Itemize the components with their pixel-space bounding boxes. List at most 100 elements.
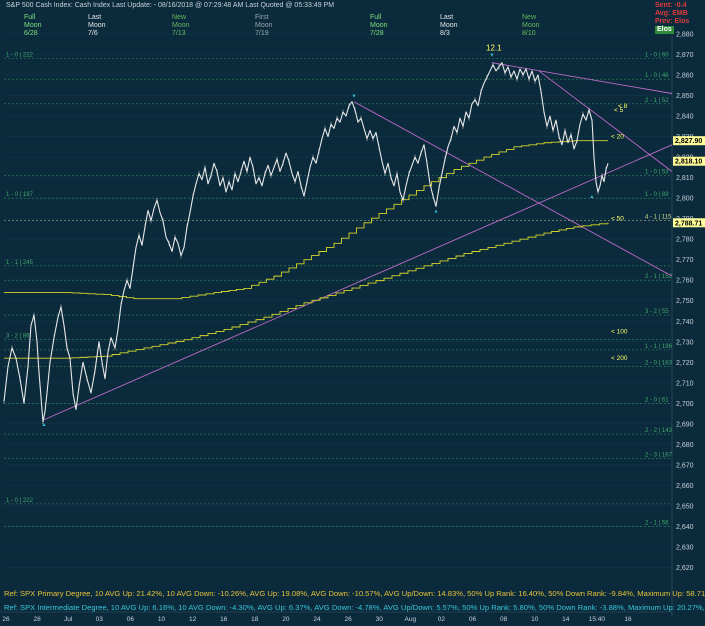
level-label-left: 1 - 1 | 245 [6, 260, 34, 266]
level-label-right: 3 - 2 | 55 [645, 309, 669, 315]
moon-phase-label: 8/3 [440, 30, 450, 37]
y-tick-label: 2,800 [676, 196, 694, 203]
level-label-left: 1 - 0 | 222 [6, 53, 34, 59]
pivot-marker: ▲ [42, 422, 47, 428]
level-label-right: 2 - 0 | 163 [645, 360, 673, 366]
level-label-left: 1 - 0 | 222 [6, 498, 34, 504]
sentiment-label: Avg: EMB [655, 10, 688, 17]
level-label-right: 1 - 0 | 60 [645, 53, 669, 59]
pivot-marker: ▼ [490, 53, 495, 59]
trend-line [353, 101, 673, 277]
y-tick-label: 2,640 [676, 524, 694, 531]
x-tick-label: 06 [469, 616, 477, 623]
y-tick-label: 2,740 [676, 319, 694, 326]
moon-phase-label: Full [370, 14, 382, 21]
moon-phase-label: First [255, 14, 269, 21]
moon-phase-label: Moon [88, 22, 106, 29]
moon-phase-label: 7/6 [88, 30, 98, 37]
x-tick-label: 18 [251, 616, 259, 623]
level-label-right: 1 - 1 | 196 [645, 344, 673, 350]
price-box-label: 2,788.71 [675, 220, 702, 227]
moon-phase-label: Last [440, 14, 454, 21]
x-tick-label: 02 [438, 616, 446, 623]
y-tick-label: 2,660 [676, 483, 694, 490]
y-tick-label: 2,650 [676, 503, 694, 510]
level-label-right: 2 - 1 | 152 [645, 274, 673, 280]
y-tick-label: 2,620 [676, 565, 694, 572]
level-label-right: 2 - 1 | 56 [645, 520, 669, 526]
x-tick-label: 15:40 [589, 616, 606, 623]
y-tick-label: 2,860 [676, 73, 694, 80]
x-tick-label: 16 [624, 616, 632, 623]
level-label-right: 2 - 3 | 167 [645, 453, 673, 459]
level-label-left: 3 - 2 | 86 [6, 334, 30, 340]
chart-annotation: < 20 [611, 134, 624, 141]
level-label-right: 4 - 1 | 115 [645, 215, 672, 221]
y-tick-label: 2,710 [676, 380, 694, 387]
y-tick-label: 2,880 [676, 32, 694, 39]
x-tick-label: 28 [33, 616, 41, 623]
trend-line [43, 144, 673, 421]
x-tick-label: 06 [127, 616, 135, 623]
price-box [673, 156, 705, 166]
x-tick-label: 24 [313, 616, 321, 623]
level-label-right: 1 - 0 | 89 [645, 192, 669, 198]
chart-annotation: < 8 [618, 103, 628, 110]
x-tick-label: 16 [220, 616, 228, 623]
y-tick-label: 2,850 [676, 93, 694, 100]
level-label-right: 1 - 0 | 53 [645, 170, 669, 176]
x-tick-label: 10 [158, 616, 166, 623]
moon-phase-label: 6/28 [24, 30, 38, 37]
price-box [673, 136, 705, 146]
x-tick-label: 30 [376, 616, 384, 623]
level-label-right: 2 - 2 | 143 [645, 428, 673, 434]
y-tick-label: 2,760 [676, 278, 694, 285]
x-tick-label: 10 [531, 616, 539, 623]
pivot-marker: ▲ [434, 209, 439, 215]
primary-degree-ref: Ref: SPX Primary Degree, 10 AVG Up: 21.4… [4, 589, 705, 598]
y-tick-label: 2,720 [676, 360, 694, 367]
y-tick-label: 2,670 [676, 462, 694, 469]
price-box [673, 218, 705, 228]
moon-phase-label: Moon [440, 22, 458, 29]
moon-phase-label: 7/28 [370, 30, 384, 37]
y-tick-label: 2,630 [676, 544, 694, 551]
intermediate-degree-ref: Ref: SPX Intermediate Degree, 10 AVG Up:… [4, 603, 705, 612]
x-tick-label: Aug [405, 616, 417, 623]
moon-phase-label: Moon [370, 22, 388, 29]
x-tick-label: 03 [96, 616, 104, 623]
pivot-marker: ▼ [352, 94, 357, 100]
moving-average-line [4, 222, 609, 359]
x-tick-label: 26 [2, 616, 10, 623]
chart-annotation: < 200 [611, 355, 628, 362]
sentiment-label: Prev: Elos [655, 18, 690, 25]
level-label-right: 2 - 1 | 52 [645, 98, 669, 104]
moon-phase-label: Moon [255, 22, 273, 29]
moon-phase-label: 7/19 [255, 30, 269, 37]
x-tick-label: 20 [282, 616, 290, 623]
trend-line [538, 70, 673, 172]
y-tick-label: 2,700 [676, 401, 694, 408]
price-series-line [3, 62, 609, 423]
moon-phase-label: Last [88, 14, 102, 21]
moon-phase-label: Full [24, 14, 36, 21]
x-tick-label: 12 [189, 616, 197, 623]
y-tick-label: 2,730 [676, 339, 694, 346]
x-tick-label: 26 [344, 616, 352, 623]
moon-phase-label: Moon [172, 22, 190, 29]
y-tick-label: 2,810 [676, 175, 694, 182]
moon-phase-label: New [522, 14, 537, 21]
y-tick-label: 2,680 [676, 442, 694, 449]
chart-annotation: 12.1 [486, 43, 502, 52]
x-tick-label: 14 [562, 616, 570, 623]
x-tick-label: 08 [500, 616, 508, 623]
sentiment-label: Sent: -0.4 [655, 2, 687, 9]
trend-line [491, 62, 673, 94]
y-tick-label: 2,870 [676, 52, 694, 59]
moon-phase-label: New [172, 14, 187, 21]
price-box-label: 2,818.10 [675, 159, 702, 166]
moving-average-line [4, 140, 608, 300]
